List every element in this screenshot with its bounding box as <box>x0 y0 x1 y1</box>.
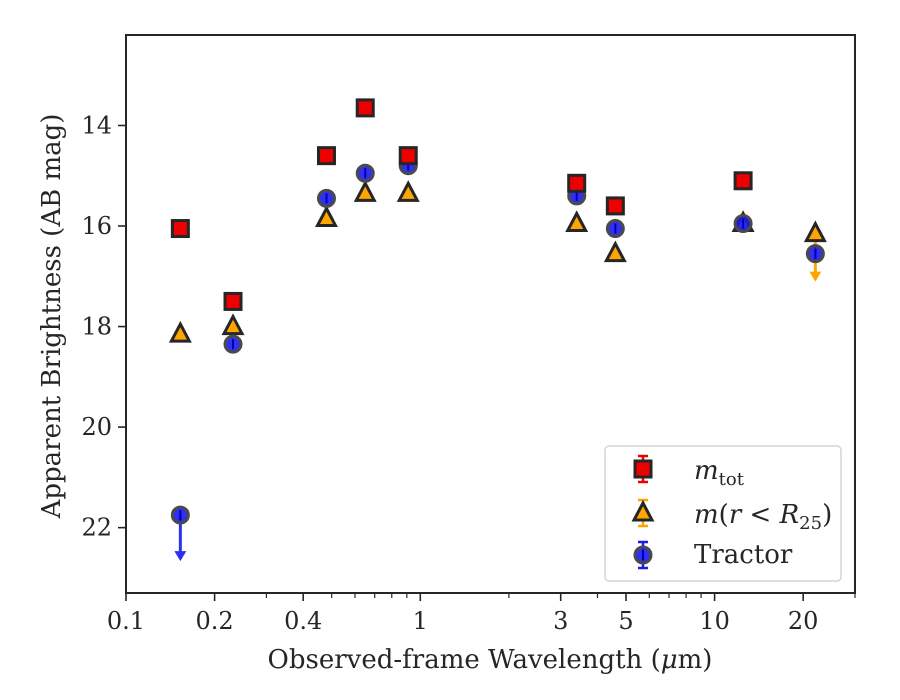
legend-marker-m-r25 <box>631 498 655 528</box>
m-r25-point-5 <box>565 210 589 233</box>
tractor-point-3 <box>355 163 375 183</box>
legend-symbol-tractor <box>633 545 653 565</box>
m-r25-point-2 <box>314 205 338 227</box>
y-tick-label-0: 14 <box>81 111 112 139</box>
x-tick-label-7: 20 <box>788 607 819 635</box>
m-r25-point-8 <box>803 220 827 243</box>
data-points <box>168 98 827 562</box>
mtot-point-7 <box>733 171 753 191</box>
x-axis-ticks: 0.1 0.2 0.4 1 3 5 10 20 <box>107 593 819 635</box>
y-axis-title: Apparent Brightness (AB mag) <box>37 114 67 520</box>
x-tick-label-6: 10 <box>699 607 730 635</box>
legend-symbol-m-r25 <box>631 499 655 522</box>
x-tick-label-0: 0.1 <box>107 607 145 635</box>
legend-box <box>604 445 842 582</box>
legend-markers <box>631 454 655 570</box>
x-tick-label-4: 3 <box>553 607 568 635</box>
m-r25-point-3 <box>353 180 377 202</box>
y-tick-label-3: 20 <box>81 413 112 441</box>
legend-label-mtot: mtot <box>694 456 745 490</box>
y-tick-label-1: 16 <box>81 212 112 240</box>
mtot-point-1 <box>223 291 243 311</box>
tractor-point-8 <box>805 244 825 264</box>
y-axis-ticks: 14 16 18 20 22 <box>81 111 126 542</box>
tractor-point-7 <box>733 214 753 234</box>
x-tick-label-3: 1 <box>413 607 428 635</box>
legend-label-m-r25: m(r < R25) <box>694 500 832 534</box>
x-tick-label-1: 0.2 <box>196 607 234 635</box>
y-tick-label-2: 18 <box>81 313 112 341</box>
tractor-point-0 <box>170 505 190 525</box>
tractor-point-1 <box>223 334 243 354</box>
tractor-point-6 <box>605 219 625 239</box>
legend-label-tractor: Tractor <box>694 540 793 570</box>
mtot-point-6 <box>605 196 625 216</box>
plot-area-frame <box>125 34 856 594</box>
mtot-point-3 <box>355 98 375 118</box>
x-tick-label-5: 5 <box>618 607 633 635</box>
tractor-point-2 <box>316 188 336 208</box>
legend-symbol-mtot <box>633 459 653 479</box>
legend-marker-tractor <box>633 540 653 570</box>
mtot-point-4 <box>398 146 418 166</box>
m-r25-point-6 <box>603 240 627 263</box>
x-axis-title: Observed-frame Wavelength (μm) <box>268 645 713 675</box>
mtot-point-0 <box>170 219 190 239</box>
y-tick-label-4: 22 <box>81 514 112 542</box>
mtot-point-5 <box>567 173 587 193</box>
x-tick-label-2: 0.4 <box>284 607 322 635</box>
mtot-point-2 <box>316 146 336 166</box>
legend: mtot m(r < R25) Tractor <box>604 445 842 582</box>
m-r25-point-1 <box>221 313 245 336</box>
m-r25-point-4 <box>396 180 420 202</box>
legend-marker-mtot <box>633 454 653 484</box>
m-r25-point-0 <box>168 320 192 343</box>
